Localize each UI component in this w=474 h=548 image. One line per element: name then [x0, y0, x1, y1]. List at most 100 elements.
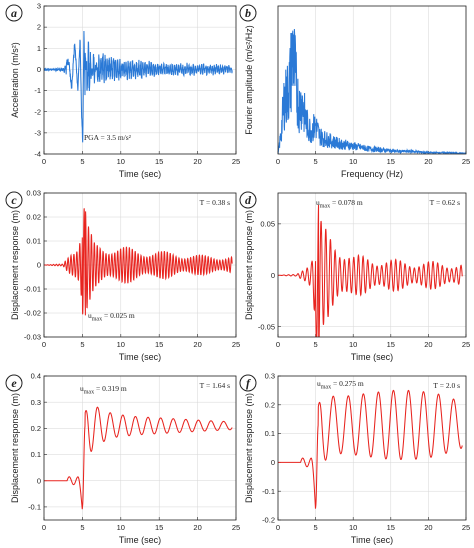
x-tick-label: 10	[117, 523, 125, 532]
x-axis-label: Time (sec)	[351, 535, 393, 545]
y-tick-label: 0.1	[31, 450, 41, 459]
plot-area	[44, 376, 236, 520]
panel-letter-badge	[239, 191, 257, 209]
y-tick-label: 0	[271, 458, 275, 467]
annotation-label: umax = 0.319 m	[80, 384, 127, 396]
x-axis-label: Time (sec)	[119, 535, 161, 545]
x-tick-label: 0	[42, 340, 46, 349]
period-label: T = 0.62 s	[430, 198, 460, 207]
plot-frame	[277, 375, 467, 521]
panel-b: 0 5 10 15 20 25 Frequency (Hz) Fourier amplitud…	[239, 4, 470, 179]
series-line	[44, 406, 233, 510]
y-tick-label: -0.1	[262, 487, 275, 496]
y-tick-label: 0.2	[265, 400, 275, 409]
y-tick-label: 0.02	[26, 213, 41, 222]
y-tick-label: 0.1	[265, 429, 275, 438]
plot-frame	[43, 5, 237, 155]
panel-letter-badge	[5, 374, 23, 392]
annotation-label: umax = 0.275 m	[317, 379, 364, 391]
y-tick-label: -3	[34, 128, 41, 137]
annotation-label: umax = 0.078 m	[316, 198, 363, 210]
y-tick-label: 0	[37, 476, 41, 485]
y-tick-label: 0	[37, 261, 41, 270]
y-tick-label: -4	[34, 150, 41, 159]
series-line	[278, 28, 466, 154]
period-label: T = 0.38 s	[200, 198, 230, 207]
x-tick-label: 25	[232, 157, 240, 166]
y-tick-label: -0.05	[258, 322, 275, 331]
x-tick-label: 5	[314, 157, 318, 166]
panel-letter-badge	[239, 4, 257, 22]
y-axis-label: Displacement response (m)	[244, 210, 254, 320]
y-tick-label: -0.03	[24, 333, 41, 342]
series-line	[278, 204, 463, 337]
series-line	[278, 389, 463, 509]
series-line	[44, 31, 233, 143]
panel-c: 0 5 10 15 20 25 0.03 0.02 0.01 0 -0.01 -0.02 -0.03 Ti…	[5, 189, 240, 362]
y-tick-label: -0.02	[24, 309, 41, 318]
plot-area	[44, 6, 236, 154]
x-tick-label: 15	[387, 340, 395, 349]
y-tick-label: 0.05	[260, 219, 275, 228]
x-tick-label: 20	[193, 340, 201, 349]
plot-frame	[277, 5, 467, 155]
x-axis-label: Time (sec)	[119, 352, 161, 362]
x-tick-label: 10	[349, 340, 357, 349]
panel-letter-badge	[239, 374, 257, 392]
x-tick-label: 25	[462, 340, 470, 349]
panel-letter-badge	[5, 4, 23, 22]
x-tick-label: 15	[155, 523, 163, 532]
x-tick-label: 10	[349, 157, 357, 166]
x-tick-label: 5	[80, 340, 84, 349]
x-axis-label: Time (sec)	[119, 169, 161, 179]
x-tick-label: 20	[193, 523, 201, 532]
period-label: T = 2.0 s	[433, 381, 460, 390]
series-line	[44, 208, 233, 316]
panel-letter: f	[246, 376, 251, 390]
y-tick-label: 3	[37, 2, 41, 11]
y-tick-label: 0.03	[26, 189, 41, 198]
y-tick-label: -2	[34, 107, 41, 116]
y-axis-label: Displacement response (m)	[10, 210, 20, 320]
x-axis-label: Time (sec)	[351, 352, 393, 362]
y-tick-label: 0.3	[31, 398, 41, 407]
x-tick-label: 10	[117, 157, 125, 166]
x-tick-label: 0	[276, 157, 280, 166]
x-tick-label: 25	[232, 340, 240, 349]
x-tick-label: 0	[42, 523, 46, 532]
y-axis-label: Displacement response (m)	[244, 393, 254, 503]
x-tick-label: 25	[232, 523, 240, 532]
x-tick-label: 25	[462, 523, 470, 532]
x-tick-label: 5	[314, 523, 318, 532]
panel-letter: c	[11, 193, 17, 207]
panel-f: 0 5 10 15 20 25 0.3 0.2 0.1 0 -0.1 -0.2 Time (sec) Di…	[239, 372, 470, 545]
x-tick-label: 0	[276, 340, 280, 349]
plot-area	[278, 376, 466, 520]
y-tick-label: 0	[37, 65, 41, 74]
panel-letter: b	[245, 6, 251, 20]
x-tick-label: 25	[462, 157, 470, 166]
x-tick-label: 20	[424, 523, 432, 532]
y-tick-label: 2	[37, 23, 41, 32]
y-tick-label: -0.2	[262, 516, 275, 525]
x-tick-label: 15	[387, 523, 395, 532]
panel-letter-badge	[5, 191, 23, 209]
x-tick-label: 0	[276, 523, 280, 532]
y-tick-label: -0.01	[24, 285, 41, 294]
y-axis-label: Fourier amplitude (m/s²/Hz)	[244, 25, 254, 135]
y-axis-label: Displacement response (m)	[10, 393, 20, 503]
plot-frame	[277, 192, 467, 338]
y-tick-label: 0.2	[31, 424, 41, 433]
x-tick-label: 20	[193, 157, 201, 166]
y-tick-label: 1	[37, 44, 41, 53]
x-tick-label: 5	[80, 523, 84, 532]
panel-e: 0 5 10 15 20 25 0.4 0.3 0.2 0.1 0 -0.1 Time (sec) Dis…	[5, 372, 240, 545]
y-tick-label: 0	[271, 271, 275, 280]
x-tick-label: 5	[314, 340, 318, 349]
plot-frame	[43, 375, 237, 521]
x-tick-label: 10	[349, 523, 357, 532]
y-tick-label: -0.1	[28, 503, 41, 512]
plot-area	[278, 6, 466, 154]
